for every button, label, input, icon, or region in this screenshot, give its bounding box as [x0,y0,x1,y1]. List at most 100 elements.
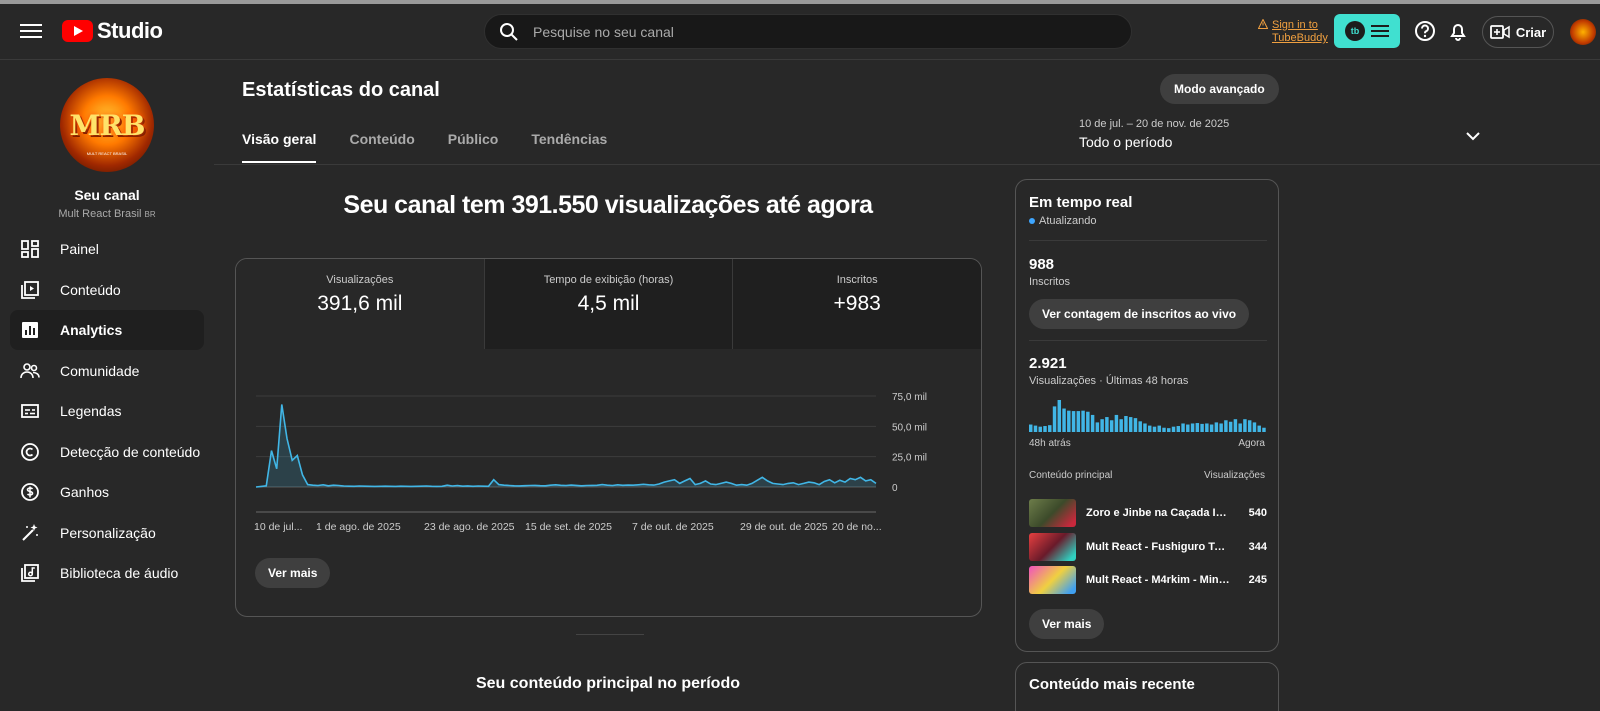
sidebar-item-ganhos[interactable]: Ganhos [10,472,204,512]
realtime-bar[interactable] [1148,425,1152,432]
realtime-bar[interactable] [1176,426,1181,432]
realtime-bar[interactable] [1247,420,1252,432]
top-content-row[interactable]: Zoro e Jinbe na Caçada Insana 540 [1029,498,1267,528]
help-icon[interactable] [1414,20,1436,42]
realtime-bar[interactable] [1181,423,1185,432]
realtime-bar[interactable] [1195,423,1200,432]
realtime-see-more-button[interactable]: Ver mais [1029,609,1105,639]
realtime-bar[interactable] [1109,420,1114,432]
sidebar-item-legendas[interactable]: Legendas [10,391,204,431]
realtime-bar[interactable] [1219,423,1223,432]
realtime-bar[interactable] [1257,425,1261,432]
realtime-bar[interactable] [1048,425,1052,432]
channel-title: Seu canal [74,187,140,203]
period-selector[interactable]: 10 de jul. – 20 de nov. de 2025 Todo o p… [1079,118,1480,150]
tab-audience[interactable]: Público [447,131,499,147]
advanced-mode-button[interactable]: Modo avançado [1160,74,1279,104]
live-subscriber-count-button[interactable]: Ver contagem de inscritos ao vivo [1029,299,1250,329]
sidebar-item-deteccao[interactable]: Detecção de conteúdo [10,432,204,472]
realtime-bar[interactable] [1076,411,1081,432]
top-content-row[interactable]: Mult React - Fushiguro Toji Sukuna 344 [1029,532,1267,562]
metric-subscribers[interactable]: Inscritos +983 [732,259,981,349]
realtime-bar[interactable] [1071,411,1076,432]
realtime-bar[interactable] [1067,410,1071,432]
metric-watch-time[interactable]: Tempo de exibição (horas) 4,5 mil [483,259,733,349]
realtime-bar[interactable] [1090,414,1095,432]
realtime-views-bars[interactable] [1029,400,1267,432]
realtime-bar[interactable] [1205,423,1209,432]
realtime-bar[interactable] [1029,424,1033,432]
create-button[interactable]: Criar [1482,16,1554,48]
realtime-bar[interactable] [1128,417,1133,432]
tab-overview[interactable]: Visão geral [242,131,317,163]
account-avatar[interactable] [1570,19,1596,45]
realtime-bar[interactable] [1152,426,1157,432]
menu-icon[interactable] [20,20,42,42]
sidebar-item-biblioteca-audio[interactable]: Biblioteca de áudio [10,553,204,593]
realtime-bar[interactable] [1095,422,1100,432]
notifications-bell-icon[interactable] [1447,20,1469,42]
tubebuddy-signin-link[interactable]: Sign in to TubeBuddy [1258,19,1328,45]
sidebar-item-conteudo[interactable]: Conteúdo [10,270,204,310]
realtime-bar[interactable] [1167,428,1171,432]
realtime-bar[interactable] [1133,418,1138,432]
video-thumbnail [1029,533,1076,561]
sidebar-item-personalizacao[interactable]: Personalização [10,513,204,553]
realtime-bar[interactable] [1100,419,1104,432]
realtime-bar[interactable] [1038,426,1042,432]
sidebar-item-label: Comunidade [60,362,140,379]
realtime-bar[interactable] [1186,424,1190,432]
realtime-bar[interactable] [1262,427,1266,432]
x-tick-label: 7 de out. de 2025 [632,521,714,533]
realtime-status-text: Atualizando [1039,215,1097,227]
sidebar-item-comunidade[interactable]: Comunidade [10,351,204,391]
sidebar-item-painel[interactable]: Painel [10,229,204,269]
tubebuddy-logo: tb [1345,21,1365,41]
views-series-area [256,404,876,487]
realtime-bar[interactable] [1138,421,1142,432]
metric-label: Visualizações [326,274,394,286]
realtime-bar[interactable] [1224,420,1228,432]
realtime-bar[interactable] [1119,419,1123,432]
realtime-bar[interactable] [1209,424,1214,432]
realtime-bar[interactable] [1124,416,1128,432]
sidebar-item-analytics[interactable]: Analytics [10,310,204,350]
realtime-bar[interactable] [1214,422,1219,432]
tab-bar: Visão geral Conteúdo Público Tendências [242,131,607,163]
search-box[interactable] [484,14,1132,49]
see-more-button[interactable]: Ver mais [255,558,331,588]
realtime-bar[interactable] [1105,417,1109,432]
realtime-bar[interactable] [1200,423,1204,432]
realtime-bar[interactable] [1233,419,1238,432]
realtime-bar[interactable] [1114,414,1119,432]
realtime-bar[interactable] [1171,426,1176,432]
realtime-bar[interactable] [1190,423,1195,432]
top-content-row[interactable]: Mult React - M4rkim - Minecraft 245 [1029,565,1267,595]
realtime-bar[interactable] [1162,427,1166,432]
views-chart[interactable]: 75,0 mil 50,0 mil 25,0 mil 0 10 de jul... 1 d… [254,384,964,554]
realtime-bar[interactable] [1243,419,1247,432]
studio-logo[interactable]: Studio [62,18,163,44]
metric-value: +983 [833,292,881,315]
realtime-bar[interactable] [1033,425,1038,432]
metric-value: 391,6 mil [317,292,403,315]
realtime-bar[interactable] [1081,410,1085,432]
search-input[interactable] [533,21,1113,43]
realtime-bar[interactable] [1157,425,1161,432]
realtime-bar[interactable] [1228,421,1233,432]
views-series-line[interactable] [255,404,877,488]
realtime-bar[interactable] [1057,400,1062,432]
realtime-bar[interactable] [1143,423,1147,432]
tubebuddy-menu-button[interactable]: tb [1334,14,1400,48]
realtime-bar[interactable] [1062,408,1066,432]
realtime-bar[interactable] [1052,406,1057,432]
metric-views[interactable]: Visualizações 391,6 mil [236,259,484,349]
channel-avatar[interactable]: MRB MULT REACT BRASIL [60,78,154,172]
tab-content[interactable]: Conteúdo [349,131,415,147]
realtime-bar[interactable] [1238,423,1242,432]
realtime-bar[interactable] [1043,426,1047,432]
youtube-logo-icon [62,20,93,42]
realtime-bar[interactable] [1086,411,1090,432]
realtime-bar[interactable] [1252,422,1257,432]
tab-trends[interactable]: Tendências [531,131,608,147]
